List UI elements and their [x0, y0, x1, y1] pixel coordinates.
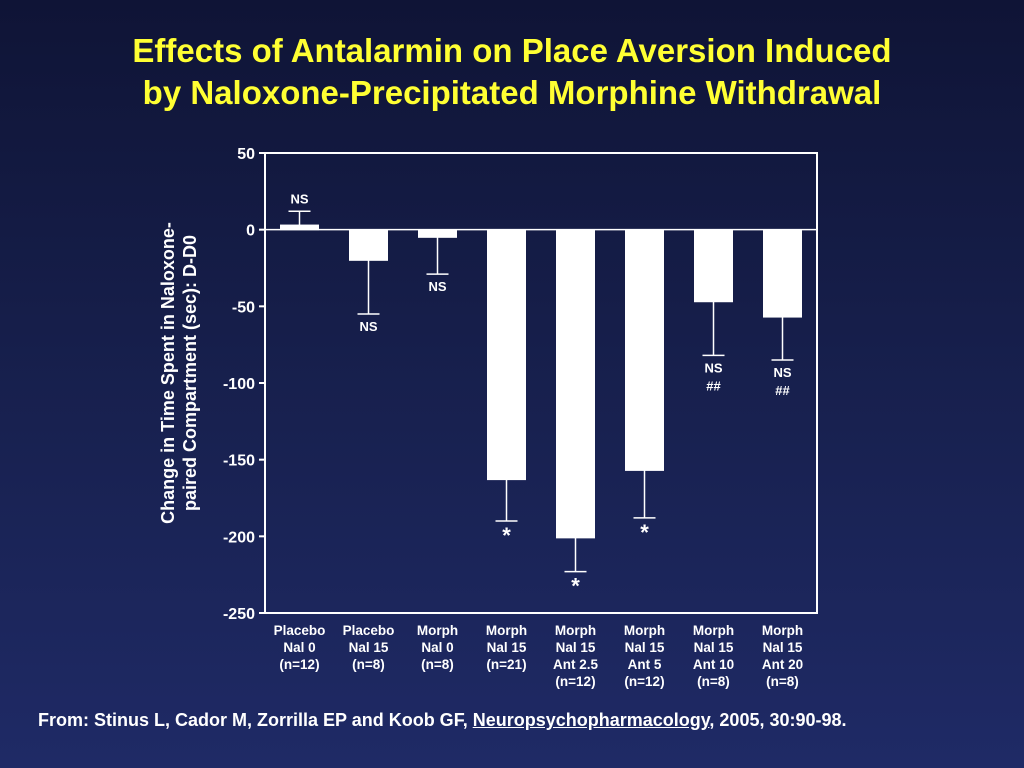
significance-label: NS [773, 365, 791, 380]
y-axis-title-line: Change in Time Spent in Naloxone- [158, 222, 178, 524]
x-category-label: Placebo [274, 623, 326, 638]
y-tick-label: 50 [237, 146, 255, 163]
x-category-label: Morph [693, 623, 734, 638]
x-category-label: (n=12) [624, 674, 664, 689]
x-category-label: Ant 5 [628, 657, 662, 672]
bar [556, 229, 595, 539]
y-tick-label: -100 [223, 376, 255, 393]
citation-prefix: From: Stinus L, Cador M, Zorrilla EP and… [38, 710, 473, 730]
x-category-label: Nal 0 [283, 640, 315, 655]
x-category-label: (n=12) [555, 674, 595, 689]
significance-label: * [571, 574, 580, 599]
bar [763, 229, 802, 318]
x-category-label: (n=12) [279, 657, 319, 672]
x-category-label: Nal 15 [625, 640, 665, 655]
citation: From: Stinus L, Cador M, Zorrilla EP and… [38, 708, 988, 732]
y-tick-label: -250 [223, 606, 255, 623]
bar [625, 229, 664, 471]
title-line-2: by Naloxone-Precipitated Morphine Withdr… [142, 74, 882, 111]
significance-label: ## [775, 383, 790, 398]
y-tick-label: -150 [223, 453, 255, 470]
plot-frame [264, 152, 818, 614]
x-category-label: Nal 15 [763, 640, 803, 655]
citation-journal-link[interactable]: Neuropsychopharmacology [472, 710, 710, 730]
x-category-label: Morph [417, 623, 458, 638]
bar [418, 229, 457, 238]
x-category-label: Morph [624, 623, 665, 638]
significance-label: * [640, 520, 649, 545]
x-category-label: Nal 15 [487, 640, 527, 655]
y-tick-label: -50 [232, 299, 255, 316]
x-category-label: Nal 0 [421, 640, 453, 655]
slide-title: Effects of Antalarmin on Place Aversion … [0, 30, 1024, 114]
bar [349, 229, 388, 261]
bar [487, 229, 526, 481]
x-category-label: Nal 15 [556, 640, 596, 655]
x-category-label: (n=21) [486, 657, 526, 672]
significance-label: NS [428, 279, 446, 294]
bar [694, 229, 733, 303]
x-category-label: Morph [555, 623, 596, 638]
significance-label: * [502, 523, 511, 548]
title-line-1: Effects of Antalarmin on Place Aversion … [132, 32, 892, 69]
x-category-label: Placebo [343, 623, 395, 638]
x-category-label: Morph [486, 623, 527, 638]
significance-label: NS [704, 360, 722, 375]
significance-label: ## [706, 378, 721, 393]
bar [280, 224, 319, 231]
x-category-label: Ant 20 [762, 657, 803, 672]
x-category-label: (n=8) [421, 657, 454, 672]
y-tick-label: 0 [246, 223, 255, 240]
x-category-label: Morph [762, 623, 803, 638]
citation-suffix: , 2005, 30:90-98. [709, 710, 847, 730]
x-category-label: Ant 10 [693, 657, 734, 672]
x-category-label: (n=8) [766, 674, 799, 689]
x-category-label: (n=8) [352, 657, 385, 672]
x-category-label: Nal 15 [349, 640, 389, 655]
y-tick-label: -200 [223, 529, 255, 546]
x-category-label: (n=8) [697, 674, 730, 689]
x-category-label: Ant 2.5 [553, 657, 599, 672]
x-category-label: Nal 15 [694, 640, 734, 655]
significance-label: NS [290, 191, 308, 206]
y-axis-title-line: paired Compartment (sec): D-D0 [180, 235, 200, 511]
significance-label: NS [359, 319, 377, 334]
bar-chart: 50 0 -50 -100 -150 -200 -250 Change in Time Spe… [0, 0, 1024, 700]
